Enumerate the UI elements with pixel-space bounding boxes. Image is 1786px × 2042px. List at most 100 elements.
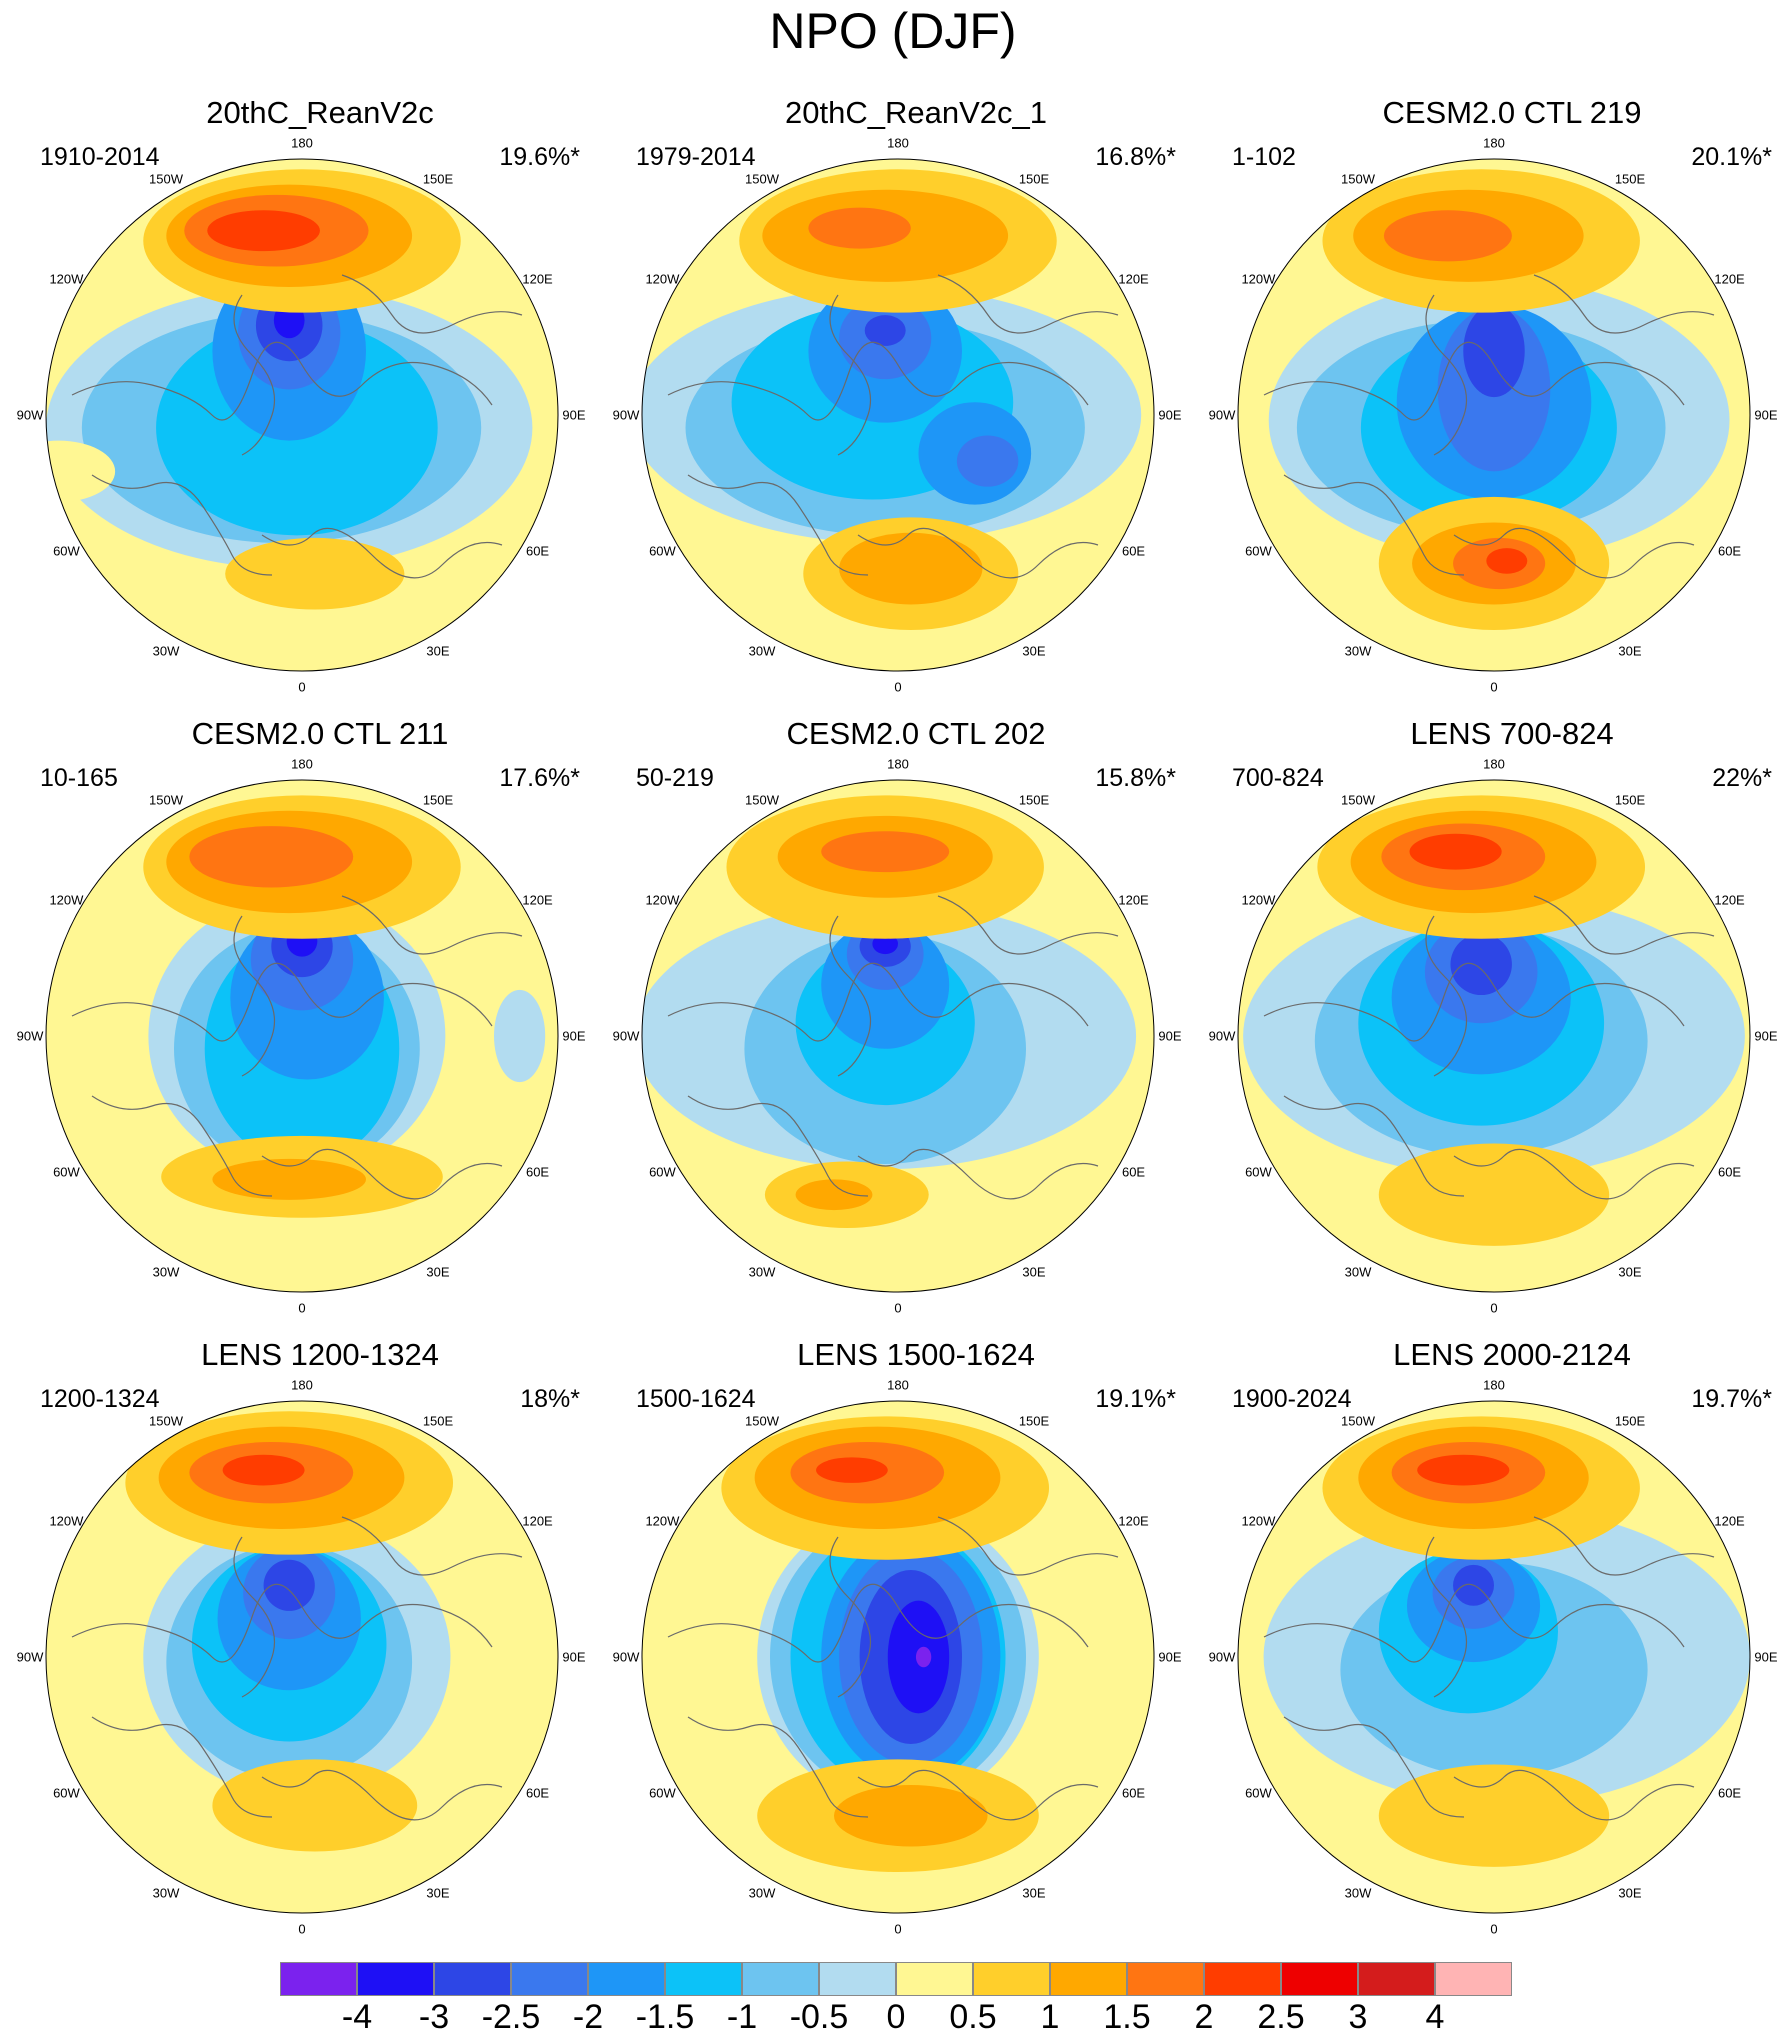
longitude-label: 30E — [1618, 1264, 1642, 1280]
map-boundary — [45, 158, 559, 672]
longitude-label: 30E — [426, 643, 450, 659]
panel-period: 700-824 — [1232, 764, 1324, 792]
longitude-label: 60W — [649, 543, 676, 559]
colorbar-swatch — [1435, 1962, 1512, 1996]
contour-region — [872, 933, 898, 955]
longitude-label: 60W — [649, 1785, 676, 1801]
panel-period: 1500-1624 — [636, 1385, 756, 1413]
longitude-label: 150E — [1018, 1413, 1050, 1429]
contour-region — [494, 989, 546, 1083]
longitude-label: 120E — [1714, 271, 1745, 287]
map-boundary — [641, 158, 1155, 672]
contour-region — [225, 537, 405, 610]
longitude-label: 60W — [53, 1164, 80, 1180]
panel-variance-percent: 15.8%* — [1095, 764, 1176, 792]
colorbar-tick-label: -0.5 — [789, 1998, 849, 2036]
colorbar-tick-label: 2 — [1194, 1998, 1214, 2036]
colorbar-tick-label: 0 — [886, 1998, 906, 2036]
colorbar — [280, 1962, 1512, 1998]
polar-map — [45, 1400, 559, 1914]
colorbar-tick-label: 2.5 — [1257, 1998, 1305, 2036]
panel-variance-percent: 16.8%* — [1095, 143, 1176, 171]
longitude-label: 180 — [1483, 756, 1505, 772]
colorbar-swatch — [280, 1962, 357, 1996]
panel-period: 50-219 — [636, 764, 714, 792]
longitude-label: 0 — [1490, 679, 1498, 695]
longitude-label: 0 — [1490, 1300, 1498, 1316]
longitude-label: 90W — [1208, 407, 1236, 423]
longitude-label: 180 — [887, 756, 909, 772]
panel-title: LENS 700-824 — [1410, 716, 1614, 751]
colorbar-swatch — [588, 1962, 665, 1996]
longitude-label: 30E — [1618, 1885, 1642, 1901]
longitude-label: 30W — [748, 1885, 776, 1901]
contour-region — [915, 1646, 932, 1668]
longitude-label: 120E — [1714, 1513, 1745, 1529]
longitude-label: 60W — [1245, 1164, 1272, 1180]
longitude-label: 30W — [1344, 643, 1372, 659]
panel-period: 1-102 — [1232, 143, 1296, 171]
contour-region — [1417, 1454, 1510, 1486]
longitude-label: 60W — [1245, 1785, 1272, 1801]
longitude-label: 0 — [894, 1300, 902, 1316]
panel-title: LENS 1500-1624 — [797, 1337, 1035, 1372]
coastline — [1263, 895, 1715, 1200]
panel-variance-percent: 20.1%* — [1691, 143, 1772, 171]
coastline — [71, 274, 523, 579]
longitude-label: 120W — [645, 892, 680, 908]
colorbar-tick-label: -1.5 — [635, 1998, 695, 2036]
longitude-label: 120E — [1118, 892, 1149, 908]
contour-region — [808, 207, 911, 249]
colorbar-swatch — [434, 1962, 511, 1996]
longitude-label: 90E — [1158, 1028, 1182, 1044]
map-panel: CESM2.0 CTL 202 50-219 15.8%* 180 150E 120E 90… — [613, 716, 1196, 1316]
longitude-label: 90E — [562, 407, 586, 423]
longitude-label: 120W — [49, 271, 84, 287]
contour-region — [864, 315, 906, 346]
colorbar-tick-label: -2 — [572, 1998, 604, 2036]
panel-title: LENS 2000-2124 — [1393, 1337, 1631, 1372]
contour-region — [222, 1454, 305, 1486]
longitude-label: 120W — [1241, 271, 1276, 287]
figure-title: NPO (DJF) — [769, 3, 1017, 59]
polar-map — [1237, 779, 1751, 1293]
longitude-label: 30E — [426, 1885, 450, 1901]
panel-period: 1200-1324 — [40, 1385, 160, 1413]
contour-region — [1463, 304, 1525, 398]
colorbar-swatch — [896, 1962, 973, 1996]
contour-region — [1378, 1764, 1610, 1867]
longitude-label: 120W — [49, 892, 84, 908]
longitude-label: 120E — [1714, 892, 1745, 908]
colorbar-swatch — [357, 1962, 434, 1996]
colorbar-tick-label: 1 — [1040, 1998, 1060, 2036]
longitude-label: 60W — [649, 1164, 676, 1180]
contour-region — [1409, 833, 1502, 870]
longitude-label: 30E — [1022, 1264, 1046, 1280]
coastline — [667, 1516, 1119, 1821]
longitude-label: 150E — [1614, 792, 1646, 808]
longitude-label: 180 — [1483, 135, 1505, 151]
colorbar-swatch — [742, 1962, 819, 1996]
contour-region — [834, 1785, 988, 1847]
map-panel: 20thC_ReanV2c 1910-2014 19.6%* 180 150E 120E 9… — [17, 95, 600, 695]
panel-variance-percent: 19.6%* — [499, 143, 580, 171]
longitude-label: 30E — [1022, 643, 1046, 659]
contour-region — [189, 826, 354, 888]
longitude-label: 30E — [1022, 1885, 1046, 1901]
longitude-label: 150E — [1614, 171, 1646, 187]
longitude-label: 90E — [562, 1028, 586, 1044]
colorbar-swatch — [665, 1962, 742, 1996]
longitude-label: 150E — [422, 171, 454, 187]
contour-region — [839, 532, 983, 605]
contour-region — [1486, 548, 1528, 574]
longitude-label: 60W — [53, 543, 80, 559]
longitude-label: 120W — [645, 271, 680, 287]
longitude-label: 60E — [525, 543, 550, 559]
longitude-label: 30W — [1344, 1885, 1372, 1901]
longitude-label: 60W — [53, 1785, 80, 1801]
longitude-label: 150E — [1018, 792, 1050, 808]
colorbar-swatch — [819, 1962, 896, 1996]
colorbar-swatch — [1127, 1962, 1204, 1996]
longitude-label: 120E — [522, 892, 553, 908]
longitude-label: 180 — [291, 135, 313, 151]
